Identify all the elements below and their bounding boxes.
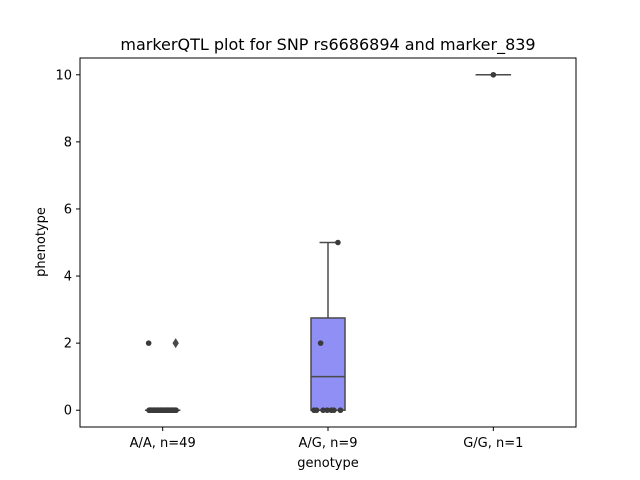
y-axis-label: phenotype [34,207,49,277]
data-point [151,407,157,414]
x-axis: A/A, n=49 A/G, n=9 G/G, n=1 [130,427,523,451]
data-point [147,407,153,414]
data-point [490,71,497,78]
data-point [337,407,344,414]
data-point [320,407,326,414]
y-tick-label: 0 [64,404,72,419]
data-point [145,340,152,346]
chart-title: markerQTL plot for SNP rs6686894 and mar… [120,35,535,55]
data-point [331,407,337,414]
plot-area [144,71,512,414]
data-point [335,239,341,246]
data-point [317,340,324,346]
y-tick-label: 2 [64,337,72,352]
data-point [168,407,175,414]
y-tick-label: 4 [64,270,72,285]
data-point [157,407,164,414]
y-axis: 0 2 4 6 8 10 [55,68,80,419]
data-point [313,407,320,414]
y-tick-label: 10 [55,68,72,83]
data-point [172,407,179,414]
data-point [164,407,171,414]
box-group [310,241,346,411]
y-tick-label: 6 [64,202,72,217]
outlier-marker [172,338,179,349]
y-tick-label: 8 [64,135,72,150]
x-tick-label: A/G, n=9 [298,436,357,451]
box-iqr [310,317,346,411]
x-axis-label: genotype [297,456,358,471]
x-tick-label: G/G, n=1 [463,436,523,451]
x-tick-label: A/A, n=49 [130,436,196,451]
data-point [324,407,331,414]
box-group [144,338,181,411]
